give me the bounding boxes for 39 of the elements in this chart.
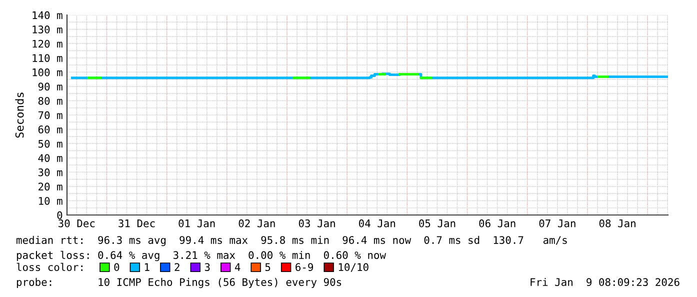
legend-label: 5	[265, 263, 270, 272]
y-tick-label: 50 m	[38, 140, 62, 148]
legend-label: 10/10	[338, 263, 368, 272]
x-tick-label: 30 Dec	[58, 219, 95, 228]
text: Fri Jan 9 08:09:23 2026	[530, 278, 680, 286]
text: probe: 10 ICMP Echo Pings (56 Bytes) every 90s	[16, 278, 342, 288]
y-tick-label: 40 m	[38, 154, 62, 162]
legend-label: 1	[145, 263, 150, 271]
text: median rtt: 96.3 ms avg 99.4 ms max 95.8 ms min 96.4 ms now 0.7 ms sd 130.7 am/s	[16, 236, 567, 246]
x-tick-label: 31 Dec	[118, 219, 155, 228]
y-tick-label: 20 m	[38, 182, 62, 191]
y-tick-label: 60 m	[38, 126, 62, 134]
legend-label: 6-9	[296, 263, 314, 272]
x-tick-label: 08 Jan	[599, 219, 636, 228]
y-axis-title: Seconds	[15, 92, 24, 138]
y-tick-label: 110 m	[32, 54, 62, 62]
legend-label: 3	[204, 263, 210, 272]
x-tick-label: 07 Jan	[539, 219, 576, 228]
legend-label: 4	[234, 263, 240, 271]
legend-label: 2	[174, 263, 180, 271]
y-tick-label: 120 m	[32, 40, 62, 48]
y-tick-label: 0	[57, 211, 62, 220]
y-tick-label: 100 m	[32, 68, 62, 76]
y-tick-label: 90 m	[38, 82, 62, 91]
x-tick-label: 02 Jan	[238, 219, 275, 228]
y-tick-label: 70 m	[38, 111, 62, 120]
x-tick-label: 05 Jan	[419, 219, 456, 228]
y-tick-label: 140 m	[32, 11, 62, 20]
legend-title: loss color:	[16, 262, 82, 272]
y-tick-label: 80 m	[38, 96, 62, 105]
x-tick-label: 04 Jan	[359, 219, 396, 228]
y-tick-label: 130 m	[32, 26, 62, 34]
y-tick-label: 30 m	[38, 168, 62, 176]
legend-label: 0	[114, 263, 120, 272]
text: packet loss: 0.64 % avg 3.21 % max 0.00 % min 0.60 % now	[16, 250, 386, 262]
x-tick-label: 01 Jan	[178, 219, 215, 228]
y-tick-label: 10 m	[39, 196, 62, 205]
x-tick-label: 06 Jan	[479, 219, 516, 228]
x-tick-label: 03 Jan	[298, 219, 335, 228]
